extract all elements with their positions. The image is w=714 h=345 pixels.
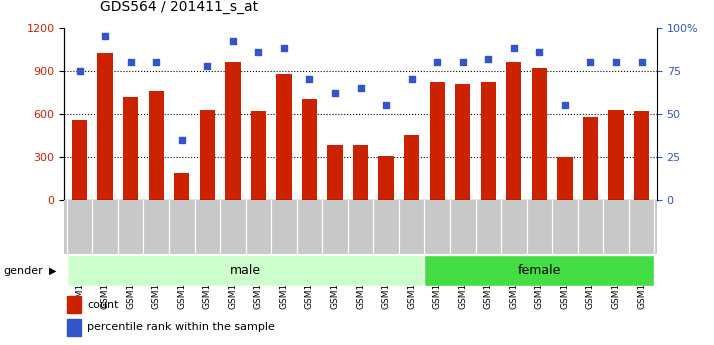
Bar	[424, 255, 654, 286]
Text: count: count	[87, 300, 119, 310]
Text: female: female	[518, 264, 561, 277]
Point	[381, 102, 392, 108]
Bar	[481, 82, 496, 200]
Bar	[123, 97, 139, 200]
Bar	[67, 255, 424, 286]
Point	[253, 49, 264, 55]
Text: male: male	[230, 264, 261, 277]
Bar	[634, 111, 649, 200]
Bar	[327, 146, 343, 200]
Point	[227, 39, 238, 44]
Bar	[378, 156, 394, 200]
Point	[636, 59, 648, 65]
Point	[278, 46, 290, 51]
Point	[74, 68, 85, 73]
Bar	[430, 82, 445, 200]
Text: GDS564 / 201411_s_at: GDS564 / 201411_s_at	[100, 0, 258, 14]
Point	[559, 102, 570, 108]
Bar	[583, 117, 598, 200]
Point	[355, 85, 366, 91]
Point	[329, 90, 341, 96]
Point	[176, 137, 188, 142]
Bar	[200, 110, 215, 200]
Point	[585, 59, 596, 65]
Bar	[67, 319, 81, 336]
Text: ▶: ▶	[49, 266, 56, 276]
Point	[151, 59, 162, 65]
Point	[431, 59, 443, 65]
Bar	[532, 68, 547, 200]
Point	[483, 56, 494, 61]
Bar	[608, 110, 623, 200]
Point	[406, 77, 418, 82]
Point	[610, 59, 622, 65]
Bar	[404, 135, 419, 200]
Bar	[67, 296, 81, 313]
Bar	[149, 91, 164, 200]
Bar	[353, 146, 368, 200]
Bar	[455, 84, 471, 200]
Text: gender: gender	[4, 266, 44, 276]
Bar	[174, 173, 189, 200]
Point	[533, 49, 545, 55]
Point	[99, 33, 111, 39]
Bar	[506, 62, 521, 200]
Bar	[302, 99, 317, 200]
Point	[508, 46, 520, 51]
Point	[303, 77, 315, 82]
Bar	[72, 120, 87, 200]
Bar	[276, 73, 291, 200]
Bar	[251, 111, 266, 200]
Bar	[557, 157, 573, 200]
Point	[457, 59, 468, 65]
Point	[201, 63, 213, 68]
Bar	[98, 53, 113, 200]
Point	[125, 59, 136, 65]
Text: percentile rank within the sample: percentile rank within the sample	[87, 322, 275, 332]
Bar	[225, 62, 241, 200]
